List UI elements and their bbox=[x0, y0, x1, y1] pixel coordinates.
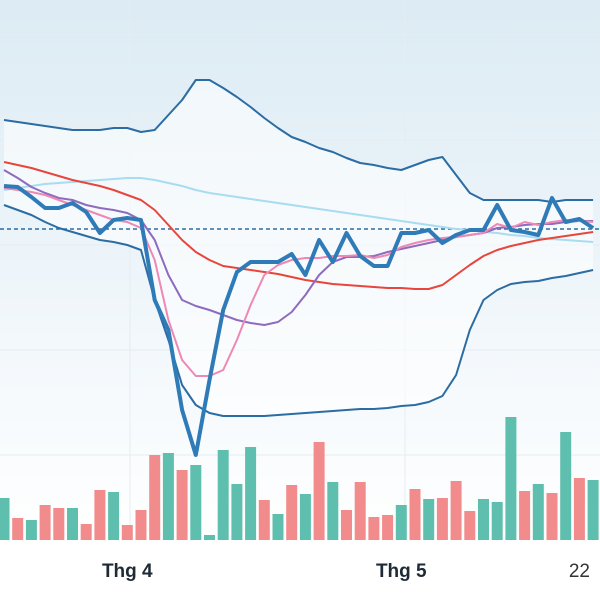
volume-bar bbox=[258, 500, 270, 540]
band-fill bbox=[4, 80, 594, 416]
volume-bar bbox=[149, 455, 161, 540]
volume-bar bbox=[313, 442, 325, 540]
x-tick-label: 22 bbox=[569, 561, 590, 582]
volume-bar bbox=[217, 450, 229, 540]
volume-bar bbox=[587, 480, 599, 540]
marks: Thg 4 Thg 5 22 bbox=[0, 79, 600, 582]
volume-bar bbox=[354, 482, 366, 540]
volume-bar bbox=[409, 489, 421, 540]
volume-bar bbox=[368, 517, 380, 540]
series-line bbox=[3, 187, 594, 377]
volume-bar bbox=[135, 510, 147, 540]
volume-bar bbox=[560, 432, 572, 540]
volume-bar bbox=[108, 492, 120, 540]
volume-bar bbox=[25, 520, 37, 540]
series-line bbox=[3, 161, 594, 290]
volume-bar bbox=[272, 514, 284, 540]
volume-bar bbox=[94, 490, 106, 540]
volume-bar bbox=[573, 478, 585, 540]
volume-bar bbox=[532, 484, 544, 540]
volume-bar bbox=[464, 511, 476, 540]
axis-background bbox=[0, 540, 600, 600]
volume-bar bbox=[67, 508, 78, 540]
series-line bbox=[3, 169, 594, 326]
series-line bbox=[3, 184, 595, 457]
volume-bar bbox=[299, 494, 311, 540]
volume-bar bbox=[245, 447, 257, 540]
volume-bar bbox=[505, 417, 517, 540]
volume-bar bbox=[478, 499, 489, 540]
volume-bar bbox=[121, 525, 133, 540]
volume-bar bbox=[39, 505, 51, 540]
volume-bar bbox=[423, 499, 435, 540]
volume-bar bbox=[176, 470, 188, 540]
series-line bbox=[3, 79, 594, 203]
volume-bar bbox=[53, 508, 65, 540]
volume-bar bbox=[12, 518, 24, 540]
volume-bar bbox=[190, 465, 202, 540]
volume-bar bbox=[80, 524, 92, 540]
volume-bar bbox=[546, 493, 558, 540]
volume-bar bbox=[204, 535, 215, 540]
volume-bar bbox=[491, 502, 503, 540]
volume-bar bbox=[286, 485, 298, 540]
volume-bar bbox=[382, 515, 394, 540]
volume-bar bbox=[231, 484, 243, 540]
series-line bbox=[3, 177, 594, 243]
volume-bar bbox=[327, 482, 339, 540]
volume-bar bbox=[162, 453, 174, 540]
volume-bar bbox=[519, 491, 531, 540]
volume-bar bbox=[436, 498, 448, 540]
volume-bar bbox=[450, 481, 462, 540]
volume-bar bbox=[341, 510, 352, 540]
volume-bar bbox=[0, 498, 10, 540]
x-tick-label: Thg 5 bbox=[376, 561, 427, 582]
volume-bar bbox=[395, 505, 407, 540]
x-tick-label: Thg 4 bbox=[102, 561, 153, 582]
series-line bbox=[3, 204, 594, 417]
